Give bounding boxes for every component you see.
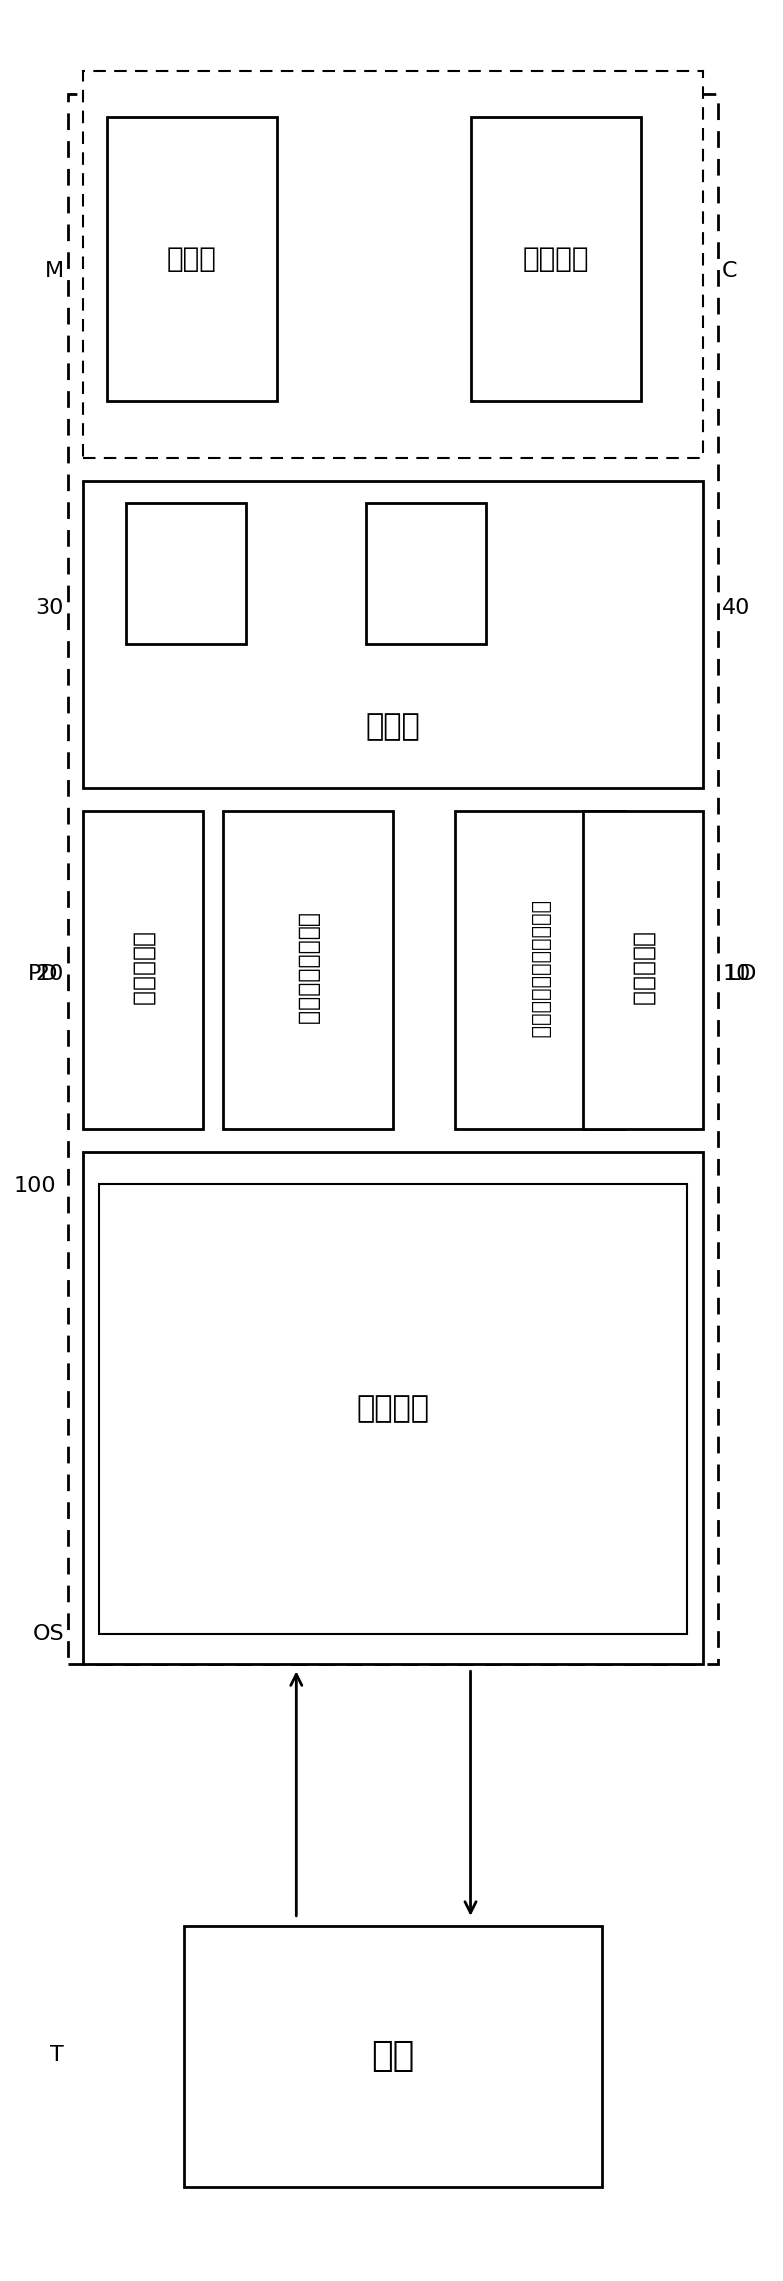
Bar <box>68 94 718 1663</box>
Text: 光电二极管: 光电二极管 <box>132 933 155 1008</box>
Text: OS: OS <box>32 1624 64 1645</box>
Text: 40: 40 <box>722 598 751 618</box>
Text: 光学系统: 光学系统 <box>356 1394 430 1423</box>
Bar <box>83 810 204 1129</box>
Text: T: T <box>50 2046 64 2064</box>
Text: 通信单元: 通信单元 <box>522 244 589 274</box>
Bar <box>106 116 277 401</box>
Bar <box>83 71 703 458</box>
Text: 20: 20 <box>36 965 64 985</box>
Text: C: C <box>722 262 738 281</box>
Bar <box>99 1184 687 1633</box>
Bar <box>83 1152 703 1663</box>
Text: 存储器: 存储器 <box>167 244 217 274</box>
Text: LD: LD <box>727 965 757 985</box>
Bar <box>83 481 703 787</box>
Bar <box>455 810 626 1129</box>
Bar <box>366 504 486 646</box>
Text: M: M <box>45 262 64 281</box>
Bar <box>222 810 393 1129</box>
Text: 30: 30 <box>36 598 64 618</box>
Text: 接收历史检测单元: 接收历史检测单元 <box>296 912 320 1026</box>
Bar <box>471 116 640 401</box>
Text: 激光二极管: 激光二极管 <box>631 933 655 1008</box>
Bar <box>583 810 703 1129</box>
Text: PD: PD <box>28 965 59 985</box>
Text: 物体: 物体 <box>371 2039 415 2073</box>
Text: 100: 100 <box>13 1177 56 1195</box>
Bar <box>184 1925 602 2187</box>
Text: 10: 10 <box>722 965 751 985</box>
Text: 处理器: 处理器 <box>366 712 420 741</box>
Bar <box>126 504 246 646</box>
Text: 固有历史脉冲波应用单元: 固有历史脉冲波应用单元 <box>530 901 550 1038</box>
